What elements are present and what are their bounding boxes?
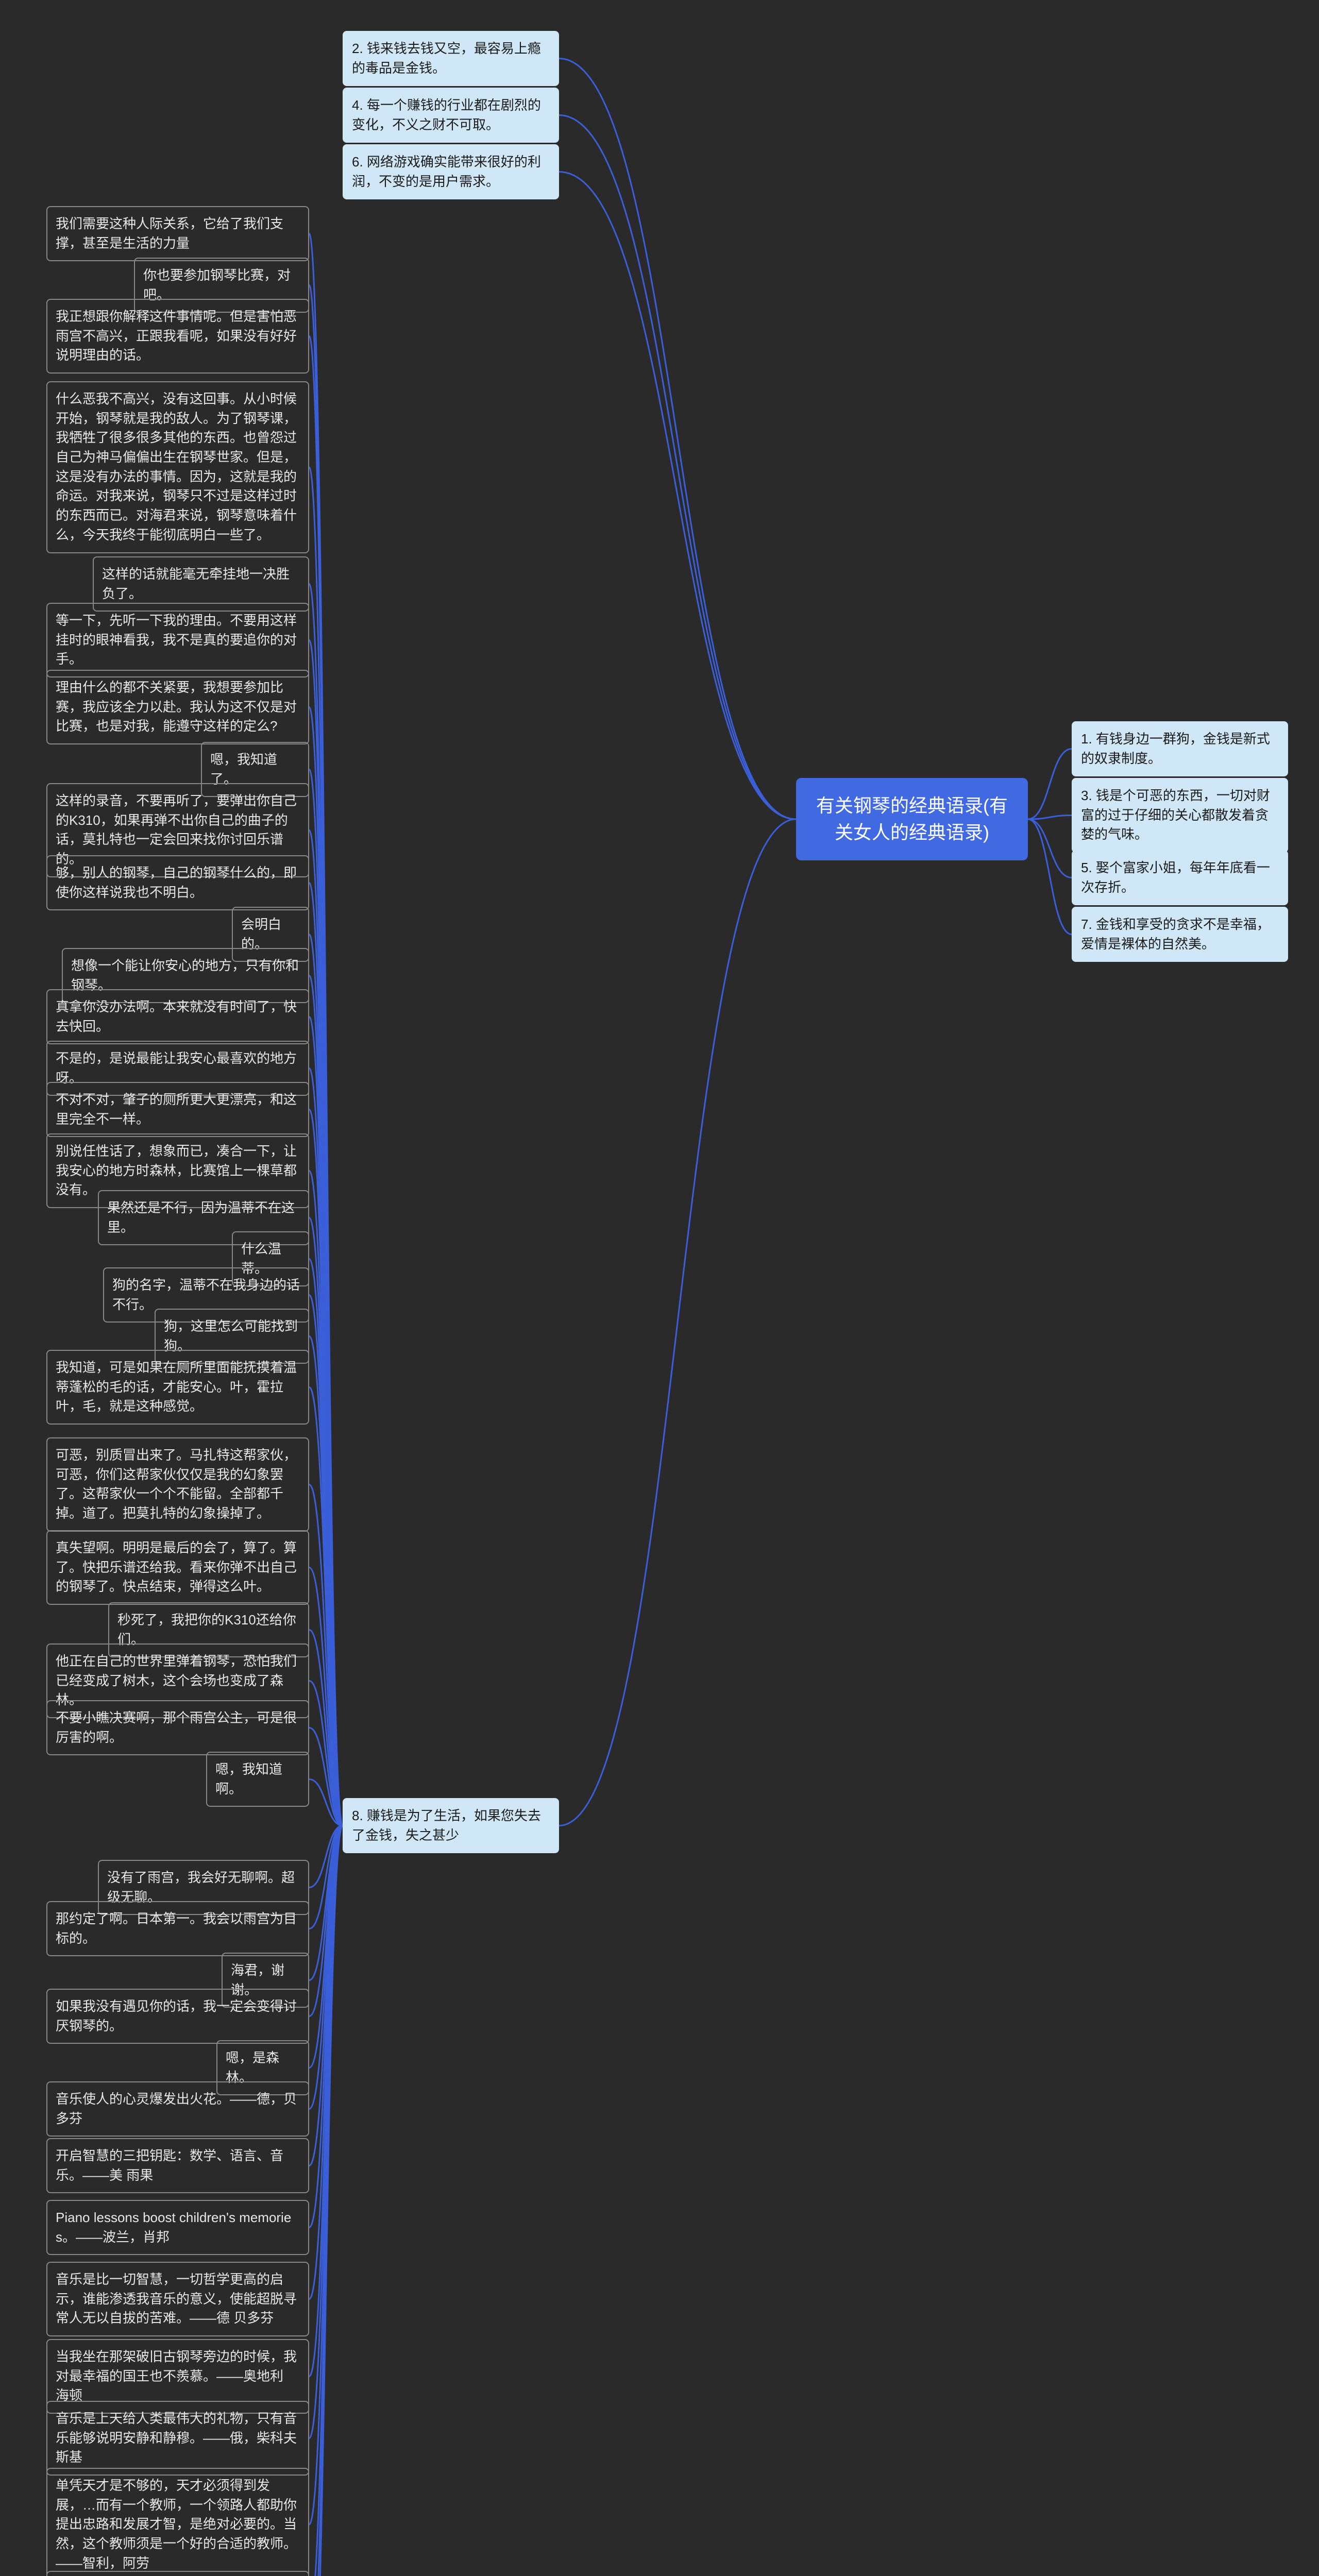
node-label: 什么恶我不高兴，没有这回事。从小时候开始，钢琴就是我的敌人。为了钢琴课，我牺牲了…	[56, 391, 297, 543]
leaf-node[interactable]: 音乐是比一切智慧，一切哲学更高的启示，谁能渗透我音乐的意义，使能超脱寻常人无以自…	[46, 2262, 309, 2336]
node-label: 够，别人的钢琴，自己的钢琴什么的，即使你这样说我也不明白。	[56, 865, 297, 900]
node-label: 果然还是不行，因为温蒂不在这里。	[107, 1200, 295, 1235]
node-label: 真拿你没办法啊。本来就没有时间了，快去快回。	[56, 999, 297, 1034]
node-label: 秒死了，我把你的K310还给你们。	[117, 1612, 296, 1647]
node-label: 他正在自己的世界里弹着钢琴，恐怕我们已经变成了树木，这个会场也变成了森林。	[56, 1653, 297, 1707]
mindmap-canvas: 有关钢琴的经典语录(有关女人的经典语录) 1. 有钱身边一群狗，金钱是新式的奴隶制…	[0, 0, 1319, 2576]
branch-node[interactable]: 4. 每一个赚钱的行业都在剧烈的变化，不义之财不可取。	[343, 88, 559, 143]
node-label: 音乐是上天给人类最伟大的礼物，只有音乐能够说明安静和静穆。——俄，柴科夫斯基	[56, 2411, 297, 2465]
leaf-node[interactable]: 我正想跟你解释这件事情呢。但是害怕恶雨宫不高兴，正跟我看呢，如果没有好好说明理由…	[46, 299, 309, 374]
branch-node[interactable]: 5. 娶个富家小姐，每年年底看一次存折。	[1072, 850, 1288, 905]
node-label: 4. 每一个赚钱的行业都在剧烈的变化，不义之财不可取。	[352, 97, 541, 132]
node-label: 2. 钱来钱去钱又空，最容易上瘾的毒品是金钱。	[352, 41, 541, 76]
node-label: 1. 有钱身边一群狗，金钱是新式的奴隶制度。	[1081, 731, 1270, 766]
node-label: 我正想跟你解释这件事情呢。但是害怕恶雨宫不高兴，正跟我看呢，如果没有好好说明理由…	[56, 309, 297, 363]
node-label: 有关钢琴的经典语录(有关女人的经典语录)	[816, 795, 1008, 843]
node-label: Piano lessons boost children's memories。…	[56, 2210, 291, 2245]
node-label: 狗，这里怎么可能找到狗。	[164, 1318, 298, 1353]
node-label: 不要小瞧决赛啊，那个雨宫公主，可是很厉害的啊。	[56, 1710, 297, 1745]
node-label: 8. 赚钱是为了生活，如果您失去了金钱，失之甚少	[352, 1808, 541, 1843]
node-label: 当我坐在那架破旧古钢琴旁边的时候，我对最幸福的国王也不羨慕。——奥地利 海顿	[56, 2349, 297, 2403]
leaf-node[interactable]: 真失望啊。明明是最后的会了，算了。算了。快把乐谱还给我。看来你弹不出自己的钢琴了…	[46, 1530, 309, 1605]
node-label: 单凭天才是不够的，天才必须得到发展，…而有一个教师，一个领路人都助你提出忠路和发…	[56, 2478, 297, 2571]
node-label: 这样的话就能毫无牵挂地一决胜负了。	[102, 566, 290, 601]
node-label: 7. 金钱和享受的贪求不是幸福，爱情是裸体的自然美。	[1081, 917, 1270, 952]
node-label: 6. 网络游戏确实能带来很好的利润，不变的是用户需求。	[352, 154, 541, 189]
leaf-node[interactable]: 开启智慧的三把钥匙：数学、语言、音乐。——美 雨果	[46, 2138, 309, 2193]
leaf-node[interactable]: 可恶，别质冒出来了。马扎特这帮家伙，可恶，你们这帮家伙仅仅是我的幻象罢了。这帮家…	[46, 1437, 309, 1532]
leaf-node[interactable]: 等一下，先听一下我的理由。不要用这样挂时的眼神看我，我不是真的要追你的对手。	[46, 603, 309, 677]
node-label: 嗯，是森林。	[226, 2050, 279, 2085]
root-node[interactable]: 有关钢琴的经典语录(有关女人的经典语录)	[796, 778, 1028, 860]
node-label: 等一下，先听一下我的理由。不要用这样挂时的眼神看我，我不是真的要追你的对手。	[56, 613, 297, 667]
node-label: 你也要参加钢琴比赛，对吧。	[143, 267, 291, 302]
leaf-node[interactable]: 我们需要这种人际关系，它给了我们支撑，甚至是生活的力量	[46, 206, 309, 261]
node-label: 不是的，是说最能让我安心最喜欢的地方呀。	[56, 1050, 297, 1086]
node-label: 嗯，我知道啊。	[215, 1761, 282, 1797]
branch-node[interactable]: 7. 金钱和享受的贪求不是幸福，爱情是裸体的自然美。	[1072, 907, 1288, 962]
node-label: 别说任性话了，想象而已，凑合一下，让我安心的地方时森林，比赛馆上一棵草都没有。	[56, 1143, 297, 1197]
node-label: 可恶，别质冒出来了。马扎特这帮家伙，可恶，你们这帮家伙仅仅是我的幻象罢了。这帮家…	[56, 1447, 297, 1521]
node-label: 3. 钱是个可恶的东西，一切对财富的过于仔细的关心都散发着贪婪的气味。	[1081, 788, 1270, 842]
leaf-node[interactable]: 嗯，我知道啊。	[206, 1752, 309, 1807]
node-label: 我们需要这种人际关系，它给了我们支撑，甚至是生活的力量	[56, 216, 283, 251]
node-label: 没有了雨宫，我会好无聊啊。超级无聊。	[107, 1870, 295, 1905]
branch-node[interactable]: 6. 网络游戏确实能带来很好的利润，不变的是用户需求。	[343, 144, 559, 199]
node-label: 狗的名字，温蒂不在我身边的话不行。	[112, 1277, 300, 1312]
leaf-node[interactable]: 不对不对，肇子的厕所更大更漂亮，和这里完全不一样。	[46, 1082, 309, 1137]
node-label: 真失望啊。明明是最后的会了，算了。算了。快把乐谱还给我。看来你弹不出自己的钢琴了…	[56, 1540, 297, 1594]
node-label: 我知道，可是如果在厕所里面能抚摸着温蒂蓬松的毛的话，才能安心。叶，霍拉叶，毛，就…	[56, 1360, 297, 1414]
node-label: 音乐使人的心灵爆发出火花。——德，贝多芬	[56, 2091, 297, 2126]
node-label: 想像一个能让你安心的地方，只有你和钢琴。	[71, 958, 299, 993]
leaf-node[interactable]: 单凭天才是不够的，天才必须得到发展，…而有一个教师，一个领路人都助你提出忠路和发…	[46, 2468, 309, 2576]
node-label: 如果我没有遇见你的话，我一定会变得讨厌钢琴的。	[56, 1998, 297, 2033]
node-label: 理由什么的都不关紧要，我想要参加比赛，我应该全力以赴。我认为这不仅是对比赛，也是…	[56, 680, 297, 734]
leaf-node[interactable]: 理由什么的都不关紧要，我想要参加比赛，我应该全力以赴。我认为这不仅是对比赛，也是…	[46, 670, 309, 744]
leaf-node[interactable]: 如果我没有遇见你的话，我一定会变得讨厌钢琴的。	[46, 1989, 309, 2044]
node-label: 开启智慧的三把钥匙：数学、语言、音乐。——美 雨果	[56, 2148, 283, 2183]
leaf-node[interactable]: 什么恶我不高兴，没有这回事。从小时候开始，钢琴就是我的敌人。为了钢琴课，我牺牲了…	[46, 381, 309, 553]
node-label: 不对不对，肇子的厕所更大更漂亮，和这里完全不一样。	[56, 1092, 297, 1127]
node-label: 嗯，我知道了。	[210, 752, 277, 787]
branch-node[interactable]: 1. 有钱身边一群狗，金钱是新式的奴隶制度。	[1072, 721, 1288, 776]
node-label: 会明白的。	[241, 917, 281, 952]
leaf-node[interactable]: 音乐使人的心灵爆发出火花。——德，贝多芬	[46, 2081, 309, 2137]
leaf-node[interactable]: 那约定了啊。日本第一。我会以雨宫为目标的。	[46, 1901, 309, 1956]
node-label: 5. 娶个富家小姐，每年年底看一次存折。	[1081, 860, 1270, 895]
leaf-node[interactable]: Piano lessons boost children's memories。…	[46, 2200, 309, 2255]
leaf-node[interactable]: 真拿你没办法啊。本来就没有时间了，快去快回。	[46, 989, 309, 1044]
branch-node[interactable]: 8. 赚钱是为了生活，如果您失去了金钱，失之甚少	[343, 1798, 559, 1853]
leaf-node[interactable]: 不要小瞧决赛啊，那个雨宫公主，可是很厉害的啊。	[46, 1700, 309, 1755]
branch-node[interactable]: 3. 钱是个可恶的东西，一切对财富的过于仔细的关心都散发着贪婪的气味。	[1072, 778, 1288, 853]
node-label: 那约定了啊。日本第一。我会以雨宫为目标的。	[56, 1911, 297, 1946]
node-label: 音乐是比一切智慧，一切哲学更高的启示，谁能渗透我音乐的意义，使能超脱寻常人无以自…	[56, 2272, 297, 2326]
leaf-node[interactable]: 我觉得弹钢琴确实是一个很高尚的职业，它让你认识到什么是人生，什么是文学，什么是艺…	[46, 2571, 309, 2576]
leaf-node[interactable]: 我知道，可是如果在厕所里面能抚摸着温蒂蓬松的毛的话，才能安心。叶，霍拉叶，毛，就…	[46, 1350, 309, 1425]
leaf-node[interactable]: 音乐是上天给人类最伟大的礼物，只有音乐能够说明安静和静穆。——俄，柴科夫斯基	[46, 2401, 309, 2476]
leaf-node[interactable]: 够，别人的钢琴，自己的钢琴什么的，即使你这样说我也不明白。	[46, 855, 309, 910]
branch-node[interactable]: 2. 钱来钱去钱又空，最容易上瘾的毒品是金钱。	[343, 31, 559, 86]
